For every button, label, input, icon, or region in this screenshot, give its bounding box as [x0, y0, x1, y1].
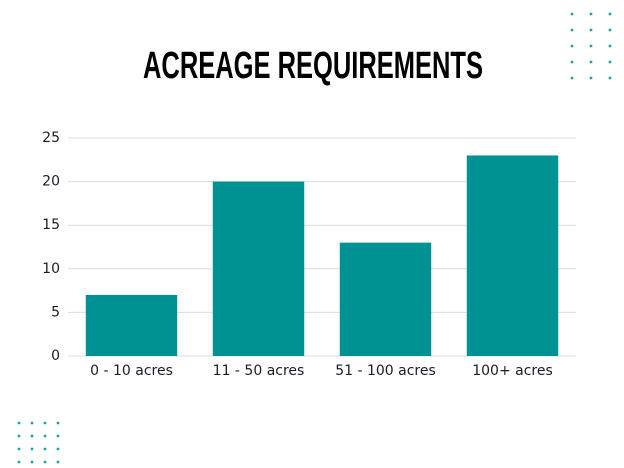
x-tick-label: 0 - 10 acres — [90, 363, 173, 379]
decor-dot — [43, 434, 47, 438]
decor-dot — [43, 421, 47, 425]
decor-dot — [570, 60, 574, 64]
chart-title: ACREAGE REQUIREMENTS — [143, 45, 483, 87]
x-tick-label: 100+ acres — [472, 363, 553, 379]
decor-dot — [608, 76, 612, 80]
y-tick-label: 5 — [51, 304, 60, 320]
decor-dot — [570, 76, 574, 80]
decoration — [17, 12, 612, 464]
decor-dot — [30, 447, 34, 451]
decor-dot — [30, 421, 34, 425]
decor-dot — [43, 460, 47, 464]
y-tick-label: 10 — [42, 261, 60, 277]
bar — [212, 181, 305, 356]
decor-dot — [589, 12, 593, 16]
decor-dot — [589, 76, 593, 80]
decor-dot — [570, 28, 574, 32]
y-tick-label: 15 — [42, 217, 60, 233]
decor-dot — [56, 434, 60, 438]
bar — [339, 242, 432, 356]
decor-dot — [570, 44, 574, 48]
decor-dot — [608, 60, 612, 64]
x-tick-label: 51 - 100 acres — [335, 363, 436, 379]
decor-dot — [608, 44, 612, 48]
y-tick-label: 25 — [42, 130, 60, 146]
decor-dot — [17, 434, 21, 438]
bar — [466, 155, 559, 356]
decor-dot — [17, 460, 21, 464]
decor-dot — [30, 434, 34, 438]
decor-dot — [56, 460, 60, 464]
decor-dot — [43, 447, 47, 451]
decor-dot — [30, 460, 34, 464]
decor-dot — [56, 447, 60, 451]
decor-dot — [570, 12, 574, 16]
x-tick-label: 11 - 50 acres — [213, 363, 305, 379]
decor-dot — [589, 44, 593, 48]
y-tick-label: 0 — [51, 348, 60, 364]
decor-dot — [17, 447, 21, 451]
bar — [85, 294, 178, 356]
decor-dot — [608, 12, 612, 16]
y-tick-label: 20 — [42, 174, 60, 190]
decor-dot — [56, 421, 60, 425]
decor-dot — [17, 421, 21, 425]
decor-dot — [589, 60, 593, 64]
decor-dot — [589, 28, 593, 32]
decor-dot — [608, 28, 612, 32]
